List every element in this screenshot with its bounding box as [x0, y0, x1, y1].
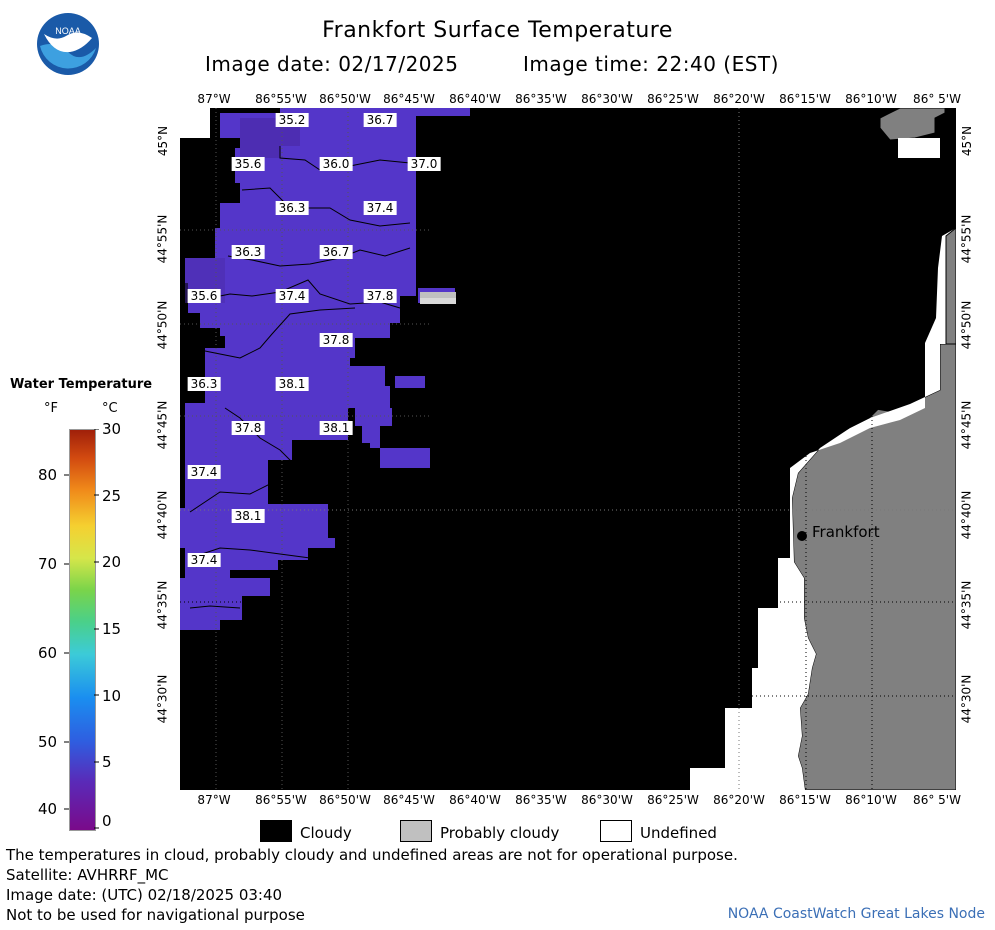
colorbar-f-tick: 70 [38, 555, 58, 573]
lon-label: 86°40'W [449, 793, 501, 807]
lat-label: 44°55'N [959, 214, 974, 264]
colorbar-f-tick: 40 [38, 800, 58, 818]
lon-label: 87°W [197, 92, 231, 106]
page-title: Frankfort Surface Temperature [322, 18, 673, 43]
probably-cloudy-swatch [400, 820, 432, 842]
temp-label: 37.4 [187, 553, 221, 567]
map-grid [180, 108, 956, 790]
temp-label: 36.0 [319, 157, 353, 171]
lon-label: 86°15'W [779, 92, 831, 106]
lon-label: 86°55'W [255, 793, 307, 807]
temp-label: 36.3 [231, 245, 265, 259]
undefined-label: Undefined [640, 824, 717, 842]
temp-label: 37.8 [319, 333, 353, 347]
lat-label: 44°55'N [155, 214, 170, 264]
credit-text: NOAA CoastWatch Great Lakes Node [727, 906, 985, 922]
lon-label: 86°30'W [581, 793, 633, 807]
temp-label: 37.4 [187, 465, 221, 479]
colorbar-title: Water Temperature [10, 377, 153, 392]
lon-label: 86°15'W [779, 793, 831, 807]
lon-label: 86°50'W [319, 92, 371, 106]
temp-label: 36.3 [187, 377, 221, 391]
lon-label: 86°35'W [515, 92, 567, 106]
noaa-logo: NOAA [36, 12, 100, 76]
lat-label: 44°40'N [959, 490, 974, 540]
lon-label: 86°20'W [713, 92, 765, 106]
temp-label: 38.1 [231, 509, 265, 523]
water-region [180, 108, 470, 630]
cloudy-label: Cloudy [300, 824, 352, 842]
lon-label: 86°20'W [713, 793, 765, 807]
city-label: Frankfort [812, 523, 880, 541]
lat-label: 44°45'N [155, 400, 170, 450]
image-time: Image time: 22:40 (EST) [523, 52, 779, 76]
temp-label: 36.3 [275, 201, 309, 215]
temp-label: 35.6 [231, 157, 265, 171]
lat-label: 45°N [156, 125, 171, 157]
colorbar-f-tick: 50 [38, 733, 58, 751]
city-marker [797, 531, 807, 541]
lat-label: 45°N [960, 125, 975, 157]
logo-text: NOAA [55, 26, 81, 36]
temp-label: 37.8 [363, 289, 397, 303]
map-area: Frankfort 35.2 36.7 35.6 36.0 37.0 36.3 … [180, 107, 957, 791]
lat-label: 44°35'N [155, 580, 170, 630]
lon-label: 86° 5'W [913, 793, 961, 807]
lon-label: 86°45'W [383, 793, 435, 807]
lon-label: 86°50'W [319, 793, 371, 807]
temp-label: 37.8 [231, 421, 265, 435]
colorbar-f-tick: 80 [38, 466, 58, 484]
temp-label: 36.7 [363, 113, 397, 127]
colorbar-f-tick: 60 [38, 644, 58, 662]
undefined-swatch [600, 820, 632, 842]
colorbar-c-tick: 5 [102, 753, 112, 771]
colorbar-c-tick: 25 [102, 487, 122, 505]
colorbar [69, 429, 96, 831]
disclaimer-note: The temperatures in cloud, probably clou… [6, 846, 738, 864]
lat-label: 44°30'N [959, 674, 974, 724]
lon-label: 86°40'W [449, 92, 501, 106]
lon-label: 86°10'W [845, 793, 897, 807]
lon-label: 87°W [197, 793, 231, 807]
cloudy-swatch [260, 820, 292, 842]
lat-label: 44°50'N [155, 300, 170, 350]
temp-label: 35.2 [275, 113, 309, 127]
temp-label: 38.1 [319, 421, 353, 435]
lon-label: 86°10'W [845, 92, 897, 106]
lon-label: 86°35'W [515, 793, 567, 807]
satellite-note: Satellite: AVHRRF_MC [6, 866, 169, 884]
temp-label: 37.4 [363, 201, 397, 215]
lon-label: 86°30'W [581, 92, 633, 106]
colorbar-unit-f: °F [44, 401, 58, 416]
colorbar-c-tick: 10 [102, 687, 122, 705]
colorbar-unit-c: °C [102, 401, 118, 416]
lat-label: 44°30'N [155, 674, 170, 724]
lat-label: 44°40'N [155, 490, 170, 540]
navigation-note: Not to be used for navigational purpose [6, 906, 305, 924]
lon-label: 86°45'W [383, 92, 435, 106]
temp-label: 36.7 [319, 245, 353, 259]
lon-label: 86° 5'W [913, 92, 961, 106]
lat-label: 44°45'N [959, 400, 974, 450]
colorbar-c-tick: 20 [102, 553, 122, 571]
colorbar-ticks [64, 428, 99, 829]
temp-label: 37.4 [275, 289, 309, 303]
temp-label: 38.1 [275, 377, 309, 391]
colorbar-c-tick: 15 [102, 620, 122, 638]
image-date: Image date: 02/17/2025 [205, 52, 459, 76]
colorbar-c-tick: 30 [102, 420, 122, 438]
temp-label: 35.6 [187, 289, 221, 303]
lat-label: 44°50'N [959, 300, 974, 350]
temp-label: 37.0 [407, 157, 441, 171]
lat-label: 44°35'N [959, 580, 974, 630]
lon-label: 86°25'W [647, 793, 699, 807]
lon-label: 86°25'W [647, 92, 699, 106]
lon-label: 86°55'W [255, 92, 307, 106]
probably-cloudy-label: Probably cloudy [440, 824, 560, 842]
utc-date-note: Image date: (UTC) 02/18/2025 03:40 [6, 886, 283, 904]
colorbar-c-tick: 0 [102, 812, 112, 830]
